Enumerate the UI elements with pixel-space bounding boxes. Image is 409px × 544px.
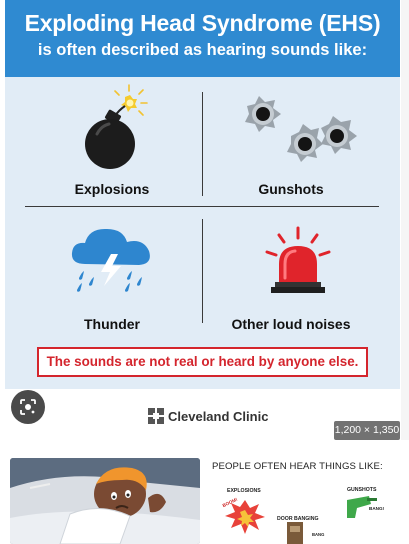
related-thumbnail[interactable]: PEOPLE OFTEN HEAR THINGS LIKE: EXPLOSION… (207, 456, 409, 544)
image-size-badge: 1,200 × 1,350 (334, 421, 400, 440)
person-in-bed-illustration (10, 458, 200, 544)
brand-name: Cleveland Clinic (168, 408, 269, 424)
thumbnail-label: DOOR BANGING (277, 516, 319, 522)
infographic-subtitle: is often described as hearing sounds lik… (37, 41, 368, 59)
bomb-icon (85, 84, 148, 169)
thumbnail-label: GUNSHOTS (347, 487, 377, 493)
thumbnail-label: BANG (312, 532, 325, 537)
lens-icon (20, 399, 36, 415)
thumbnail-label: EXPLOSIONS (227, 488, 261, 494)
disclaimer-box: The sounds are not real or heard by anyo… (37, 347, 368, 377)
grid-divider-vertical (202, 219, 203, 323)
infographic-header: Exploding Head Syndrome (EHS) is often d… (5, 0, 400, 77)
related-images: PEOPLE OFTEN HEAR THINGS LIKE: EXPLOSION… (0, 452, 409, 544)
grid-divider-vertical (202, 92, 203, 196)
grid-divider-horizontal (25, 206, 379, 207)
cleveland-clinic-logo-icon (148, 408, 164, 424)
cell-label-explosions: Explosions (74, 181, 150, 197)
related-thumbnail[interactable] (10, 458, 200, 544)
scrollbar-track[interactable] (401, 0, 409, 440)
cell-label-gunshots: Gunshots (258, 181, 324, 197)
explosion-burst-icon (225, 496, 377, 544)
thumbnail-heading: PEOPLE OFTEN HEAR THINGS LIKE: (212, 461, 383, 472)
cell-label-other-noises: Other loud noises (231, 316, 351, 332)
siren-icon (265, 226, 331, 293)
bullet-hole-icon (245, 96, 357, 162)
infographic-title: Exploding Head Syndrome (EHS) (24, 10, 381, 36)
visual-search-button[interactable] (11, 390, 45, 424)
ehs-infographic[interactable]: Exploding Head Syndrome (EHS) is often d… (5, 0, 400, 440)
thumbnail-label: BANG! (369, 506, 385, 511)
cell-label-thunder: Thunder (84, 316, 140, 332)
brand: Cleveland Clinic (148, 407, 268, 425)
storm-cloud-icon (71, 228, 150, 292)
